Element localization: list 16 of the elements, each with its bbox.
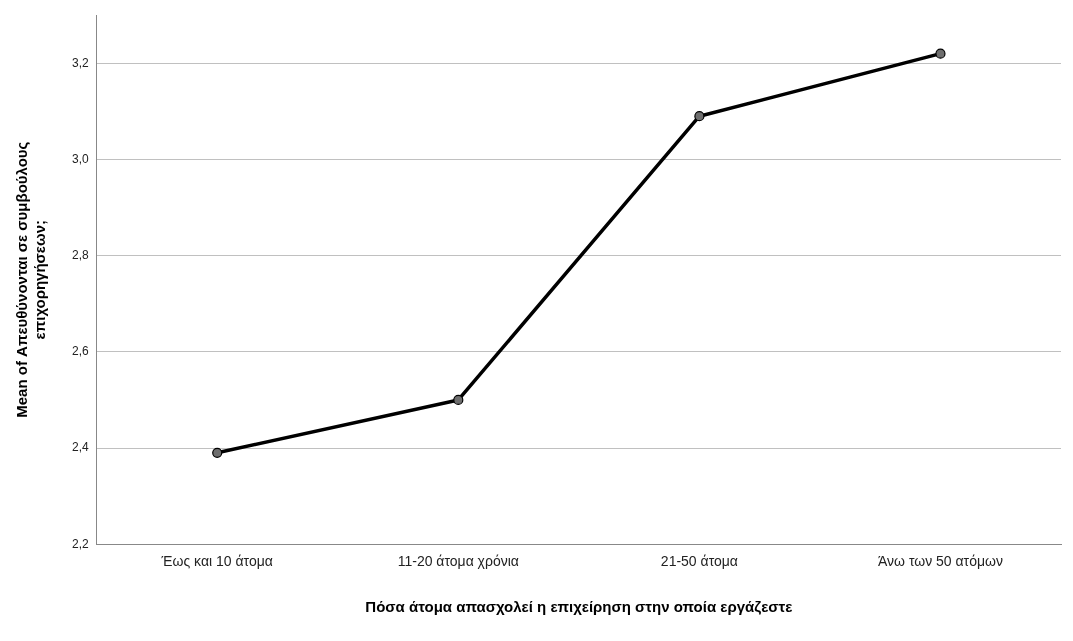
y-tick-label: 3,0 — [71, 151, 89, 166]
x-axis-title: Πόσα άτομα απασχολεί η επιχείρηση στην οποία εργάζεστε — [365, 598, 793, 616]
y-axis-title: Mean of Απευθύνονται σε συμβούλους επιχορηγήσεων; — [13, 141, 49, 418]
y-tick-label: 2,4 — [71, 440, 89, 455]
y-tick-label: 2,8 — [71, 247, 89, 262]
x-tick-label: Άνω των 50 ατόμων — [877, 553, 1003, 570]
point — [935, 48, 946, 59]
x-tick-label: 21-50 άτομα — [660, 553, 738, 570]
x-tick-label: 11-20 άτομα χρόνια — [397, 553, 519, 570]
point — [453, 394, 464, 406]
point — [212, 447, 223, 458]
y-tick-label: 2,2 — [71, 536, 89, 551]
y-tick-label: 3,2 — [71, 55, 89, 70]
y-tick-label: 2,6 — [71, 344, 89, 359]
point — [694, 111, 705, 122]
x-tick-label: Έως και 10 άτομα — [160, 553, 273, 570]
